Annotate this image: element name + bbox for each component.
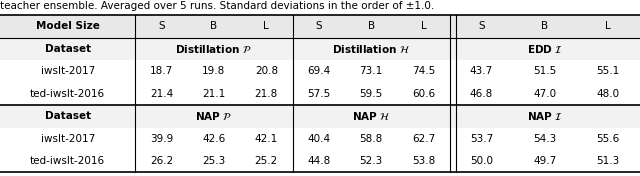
- Text: 62.7: 62.7: [412, 134, 435, 144]
- Text: 74.5: 74.5: [412, 66, 435, 76]
- Text: 48.0: 48.0: [596, 89, 620, 99]
- Text: iwslt-2017: iwslt-2017: [40, 134, 95, 144]
- Text: 46.8: 46.8: [470, 89, 493, 99]
- Text: 19.8: 19.8: [202, 66, 225, 76]
- Text: S: S: [316, 21, 322, 32]
- Text: 51.3: 51.3: [596, 156, 620, 166]
- Text: B: B: [367, 21, 374, 32]
- Text: Model Size: Model Size: [36, 21, 100, 32]
- Text: 53.8: 53.8: [412, 156, 435, 166]
- Text: 50.0: 50.0: [470, 156, 493, 166]
- Text: 25.3: 25.3: [202, 156, 225, 166]
- Text: Dataset: Dataset: [45, 44, 91, 54]
- Text: ted-iwslt-2016: ted-iwslt-2016: [30, 156, 105, 166]
- Text: 21.8: 21.8: [255, 89, 278, 99]
- Text: 25.2: 25.2: [255, 156, 278, 166]
- Bar: [0, 38, 640, 60]
- Text: 26.2: 26.2: [150, 156, 173, 166]
- Text: B: B: [541, 21, 548, 32]
- Text: 51.5: 51.5: [533, 66, 557, 76]
- Text: 58.8: 58.8: [360, 134, 383, 144]
- Text: 52.3: 52.3: [360, 156, 383, 166]
- Text: 55.6: 55.6: [596, 134, 620, 144]
- Text: 42.1: 42.1: [255, 134, 278, 144]
- Text: 55.1: 55.1: [596, 66, 620, 76]
- Text: 54.3: 54.3: [533, 134, 557, 144]
- Text: L: L: [264, 21, 269, 32]
- Text: EDD $\mathcal{I}$: EDD $\mathcal{I}$: [527, 43, 563, 55]
- Text: 39.9: 39.9: [150, 134, 173, 144]
- Text: 60.6: 60.6: [412, 89, 435, 99]
- Text: 69.4: 69.4: [307, 66, 330, 76]
- Text: 21.1: 21.1: [202, 89, 225, 99]
- Text: 73.1: 73.1: [360, 66, 383, 76]
- Text: 21.4: 21.4: [150, 89, 173, 99]
- Text: 49.7: 49.7: [533, 156, 557, 166]
- Bar: [0, 105, 640, 128]
- Text: 43.7: 43.7: [470, 66, 493, 76]
- Text: B: B: [211, 21, 218, 32]
- Text: NAP $\mathcal{P}$: NAP $\mathcal{P}$: [195, 110, 232, 122]
- Text: S: S: [478, 21, 484, 32]
- Text: Dataset: Dataset: [45, 111, 91, 121]
- Text: iwslt-2017: iwslt-2017: [40, 66, 95, 76]
- Text: 18.7: 18.7: [150, 66, 173, 76]
- Text: Distillation $\mathcal{H}$: Distillation $\mathcal{H}$: [332, 43, 410, 55]
- Text: 44.8: 44.8: [307, 156, 330, 166]
- Text: 53.7: 53.7: [470, 134, 493, 144]
- Text: 59.5: 59.5: [360, 89, 383, 99]
- Text: S: S: [158, 21, 164, 32]
- Text: 40.4: 40.4: [307, 134, 330, 144]
- Bar: [0, 15, 640, 38]
- Text: 42.6: 42.6: [202, 134, 225, 144]
- Text: ted-iwslt-2016: ted-iwslt-2016: [30, 89, 105, 99]
- Text: NAP $\mathcal{H}$: NAP $\mathcal{H}$: [352, 110, 390, 122]
- Text: Distillation $\mathcal{P}$: Distillation $\mathcal{P}$: [175, 43, 252, 55]
- Text: 47.0: 47.0: [533, 89, 556, 99]
- Text: teacher ensemble. Averaged over 5 runs. Standard deviations in the order of ±1.0: teacher ensemble. Averaged over 5 runs. …: [0, 1, 435, 11]
- Text: L: L: [605, 21, 611, 32]
- Text: L: L: [420, 21, 426, 32]
- Text: 57.5: 57.5: [307, 89, 330, 99]
- Text: 20.8: 20.8: [255, 66, 278, 76]
- Text: NAP $\mathcal{I}$: NAP $\mathcal{I}$: [527, 110, 563, 122]
